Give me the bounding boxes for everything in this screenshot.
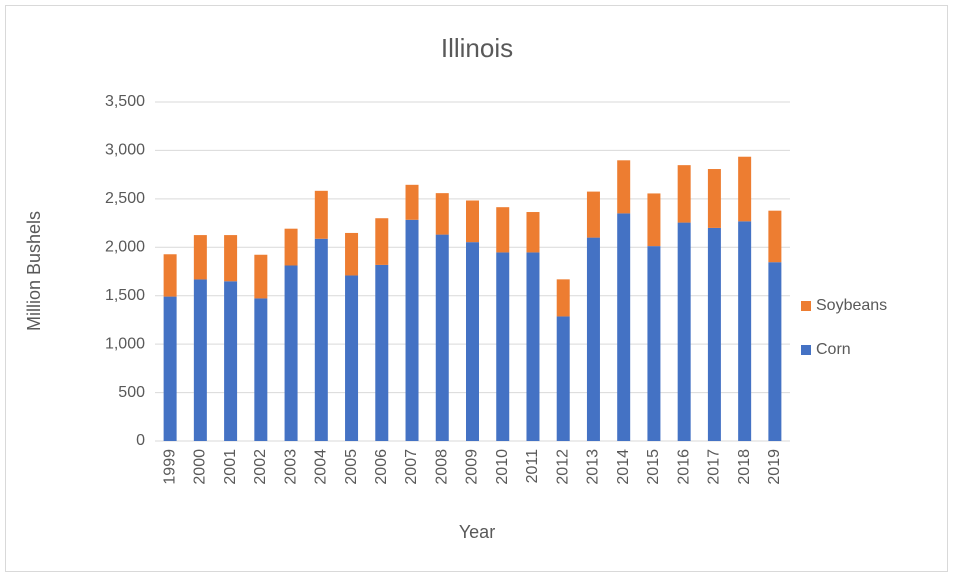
y-tick-label: 3,000 bbox=[105, 142, 145, 159]
bar-segment bbox=[707, 227, 721, 441]
x-tick-label: 2000 bbox=[192, 449, 209, 485]
bar-segment bbox=[435, 234, 449, 441]
bar-segment bbox=[254, 298, 268, 441]
x-tick-label: 2001 bbox=[222, 449, 239, 485]
bar-segment bbox=[314, 238, 328, 441]
chart-title: Illinois bbox=[441, 33, 513, 63]
bar-segment bbox=[163, 254, 177, 297]
legend-label: Corn bbox=[816, 341, 851, 358]
bar-segment bbox=[345, 232, 359, 276]
x-tick-label: 2014 bbox=[615, 449, 632, 485]
bar-segment bbox=[707, 169, 721, 228]
bar-segment bbox=[647, 246, 661, 441]
x-tick-label: 2005 bbox=[343, 449, 360, 485]
bar-segment bbox=[254, 254, 268, 299]
bar-segment bbox=[556, 279, 570, 317]
x-tick-label: 2008 bbox=[433, 449, 450, 485]
bar-segment bbox=[163, 296, 177, 441]
bar-segment bbox=[768, 262, 782, 441]
x-tick-label: 2012 bbox=[554, 449, 571, 485]
bar-segment bbox=[284, 228, 298, 266]
bar-segment bbox=[738, 156, 752, 222]
y-tick-label: 2,000 bbox=[105, 239, 145, 256]
bar-segment bbox=[224, 281, 238, 441]
x-tick-label: 2007 bbox=[403, 449, 420, 485]
x-tick-label: 2002 bbox=[252, 449, 269, 485]
bar-segment bbox=[284, 265, 298, 441]
x-tick-label: 2004 bbox=[313, 449, 330, 485]
bar-segment bbox=[677, 165, 691, 223]
bar-segment bbox=[375, 218, 389, 265]
bar-segment bbox=[405, 184, 419, 220]
y-tick-label: 1,000 bbox=[105, 335, 145, 352]
bar-segment bbox=[405, 219, 419, 441]
bar-segment bbox=[647, 193, 661, 247]
y-axis-label: Million Bushels bbox=[24, 211, 44, 331]
bar-segment bbox=[193, 279, 207, 441]
legend-label: Soybeans bbox=[816, 297, 887, 314]
bar-segment bbox=[586, 237, 600, 441]
bar-segment bbox=[617, 160, 631, 214]
bar-segment bbox=[496, 207, 510, 253]
x-tick-label: 2006 bbox=[373, 449, 390, 485]
y-tick-label: 3,500 bbox=[105, 93, 145, 110]
bar-segment bbox=[556, 316, 570, 441]
x-tick-label: 2011 bbox=[524, 449, 541, 484]
bar-segment bbox=[345, 275, 359, 441]
bar-segment bbox=[435, 193, 449, 235]
bar-segment bbox=[314, 190, 328, 239]
bar-segment bbox=[677, 222, 691, 441]
x-tick-label: 1999 bbox=[161, 449, 178, 485]
x-tick-label: 2003 bbox=[282, 449, 299, 485]
bar-segment bbox=[617, 213, 631, 441]
x-tick-label: 2010 bbox=[494, 449, 511, 485]
y-tick-label: 2,500 bbox=[105, 190, 145, 207]
bar-segment bbox=[526, 212, 540, 253]
legend-swatch bbox=[801, 345, 811, 355]
bar-segment bbox=[768, 210, 782, 263]
bar-segment bbox=[193, 235, 207, 280]
bar-segment bbox=[224, 235, 238, 282]
x-tick-label: 2013 bbox=[585, 449, 602, 485]
bar-segment bbox=[375, 264, 389, 441]
y-tick-label: 1,500 bbox=[105, 287, 145, 304]
x-tick-label: 2017 bbox=[706, 449, 723, 485]
bar-segment bbox=[526, 252, 540, 441]
bar-segment bbox=[738, 221, 752, 441]
x-tick-label: 2019 bbox=[766, 449, 783, 485]
y-tick-label: 500 bbox=[118, 384, 145, 401]
x-tick-label: 2015 bbox=[645, 449, 662, 485]
legend-swatch bbox=[801, 301, 811, 311]
bar-segment bbox=[586, 191, 600, 238]
bar-segment bbox=[466, 242, 479, 441]
x-tick-label: 2009 bbox=[464, 449, 481, 485]
x-tick-label: 2018 bbox=[736, 449, 753, 485]
bar-segment bbox=[466, 200, 479, 243]
x-axis-label: Year bbox=[459, 522, 495, 542]
y-tick-label: 0 bbox=[136, 432, 145, 449]
bar-segment bbox=[496, 252, 510, 441]
x-tick-label: 2016 bbox=[675, 449, 692, 485]
